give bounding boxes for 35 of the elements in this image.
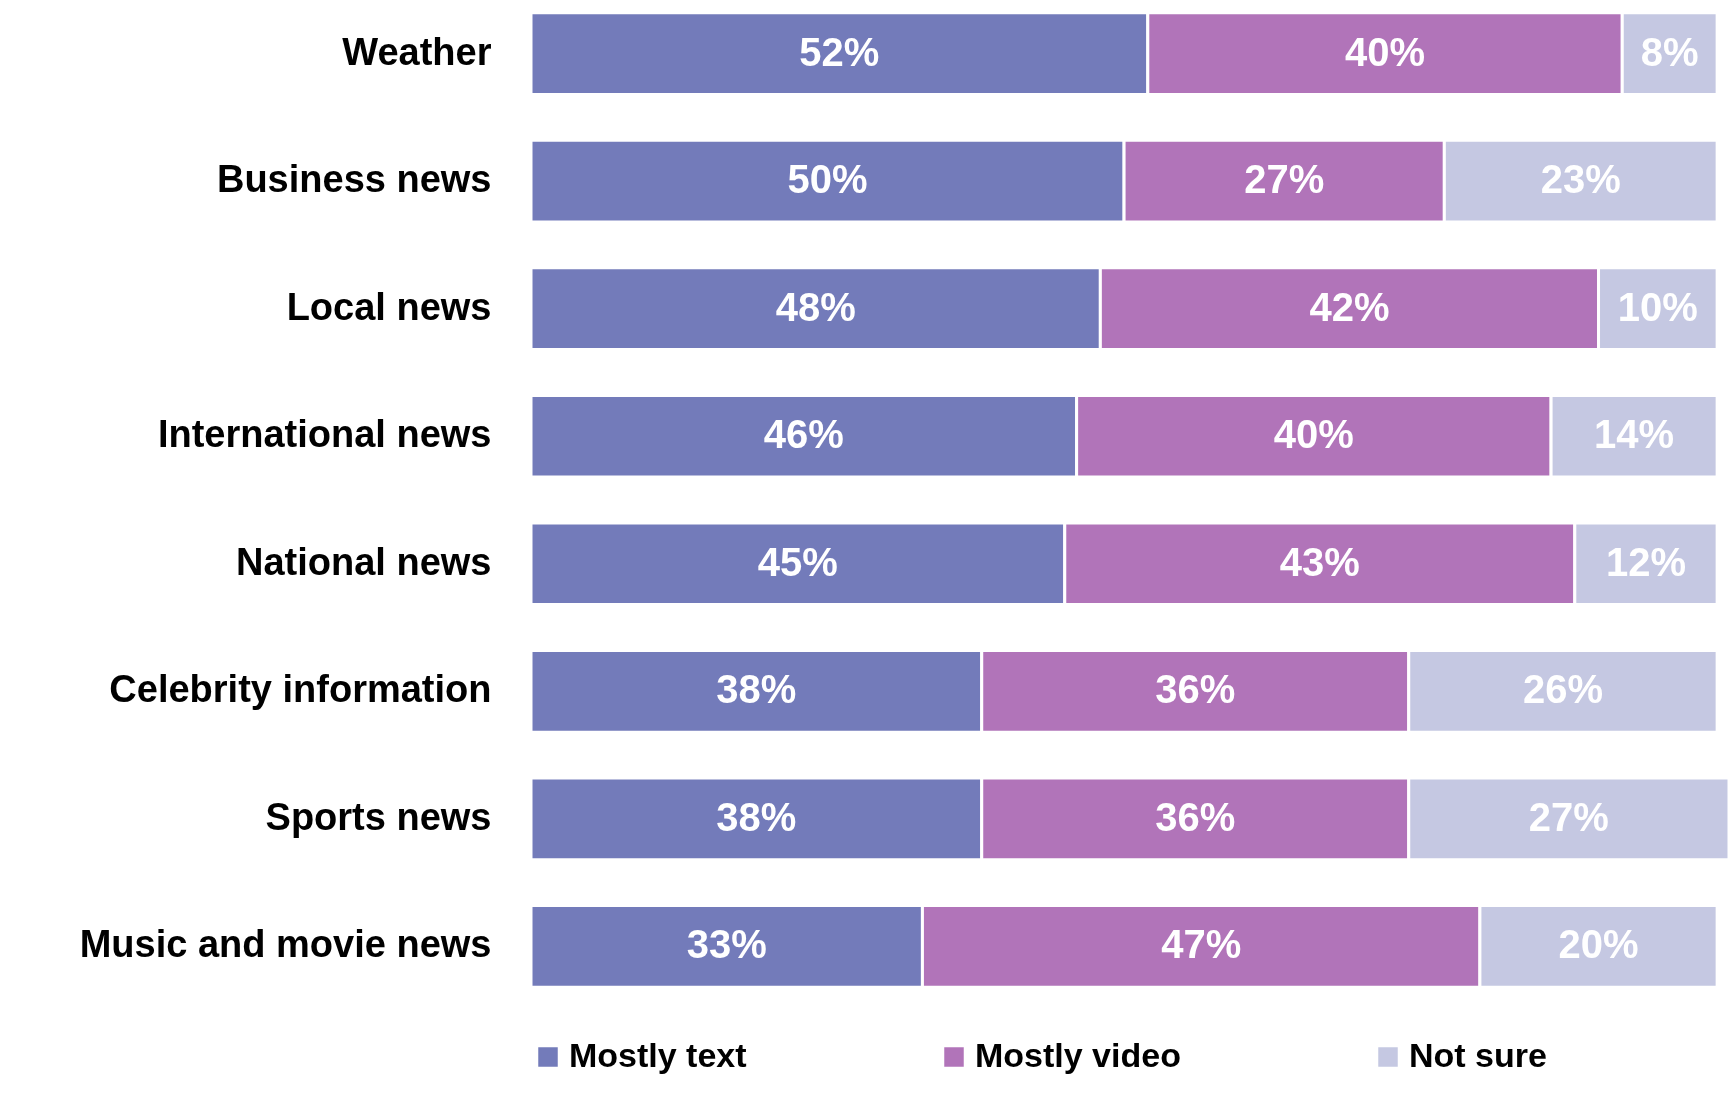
y-tick-label: National news <box>236 540 492 583</box>
data-label: 27% <box>1528 794 1609 839</box>
data-label: 20% <box>1558 922 1639 967</box>
data-label: 40% <box>1273 412 1354 457</box>
legend-label: Not sure <box>1409 1036 1547 1074</box>
data-label: 12% <box>1605 539 1686 584</box>
data-label: 8% <box>1640 29 1699 74</box>
legend-label: Mostly video <box>975 1036 1181 1074</box>
y-tick-label: International news <box>157 413 492 456</box>
y-tick-label: Weather <box>342 30 492 73</box>
y-tick-label: Business news <box>216 158 492 201</box>
data-label: 46% <box>763 412 844 457</box>
data-label: 38% <box>716 667 797 712</box>
data-label: 52% <box>799 29 880 74</box>
data-label: 33% <box>686 922 767 967</box>
y-tick-label: Celebrity information <box>109 668 492 711</box>
data-label: 40% <box>1344 29 1426 74</box>
data-label: 10% <box>1617 284 1698 329</box>
y-tick-label: Sports news <box>265 795 492 838</box>
data-label: 38% <box>716 794 797 839</box>
legend-label: Mostly text <box>569 1036 747 1074</box>
data-label: 27% <box>1244 157 1325 202</box>
data-label: 42% <box>1309 284 1390 329</box>
data-label: 36% <box>1155 794 1236 839</box>
data-label: 14% <box>1594 412 1675 457</box>
data-label: 48% <box>775 284 856 329</box>
y-tick-label: Local news <box>286 285 492 328</box>
data-label: 47% <box>1161 922 1242 967</box>
data-label: 36% <box>1155 667 1236 712</box>
data-label: 45% <box>757 539 838 584</box>
data-label: 26% <box>1522 667 1603 712</box>
data-label: 23% <box>1540 157 1621 202</box>
data-label: 43% <box>1279 539 1360 584</box>
data-label: 50% <box>787 157 868 202</box>
y-tick-label: Music and movie news <box>79 923 492 966</box>
